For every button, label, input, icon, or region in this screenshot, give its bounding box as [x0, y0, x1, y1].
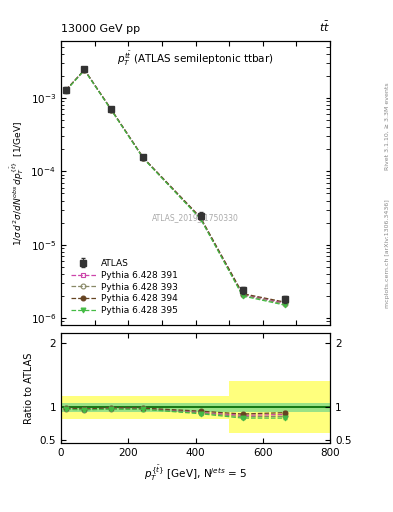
Pythia 6.428 391 [282, 300, 287, 306]
Text: mcplots.cern.ch [arXiv:1306.3436]: mcplots.cern.ch [arXiv:1306.3436] [385, 200, 389, 308]
Pythia 6.428 393 [64, 88, 68, 94]
Pythia 6.428 394 [64, 87, 68, 93]
Pythia 6.428 393 [198, 216, 203, 222]
Pythia 6.428 391 [64, 87, 68, 93]
Y-axis label: Ratio to ATLAS: Ratio to ATLAS [24, 352, 34, 423]
Pythia 6.428 391 [240, 291, 245, 297]
Pythia 6.428 391 [141, 155, 146, 161]
Text: $t\bar{t}$: $t\bar{t}$ [319, 20, 330, 34]
Pythia 6.428 394 [109, 106, 114, 113]
Pythia 6.428 395 [64, 88, 68, 94]
Pythia 6.428 393 [240, 292, 245, 298]
Y-axis label: $1/\sigma\,d^2\sigma/dN^{obs}\,dp^{\{\bar{t}\}}_T$  [1/GeV]: $1/\sigma\,d^2\sigma/dN^{obs}\,dp^{\{\ba… [9, 120, 26, 246]
Text: $p_T^{t\bar{t}}$ (ATLAS semileptonic ttbar): $p_T^{t\bar{t}}$ (ATLAS semileptonic ttb… [117, 50, 274, 68]
Pythia 6.428 393 [109, 107, 114, 113]
Text: ATLAS_2019_I1750330: ATLAS_2019_I1750330 [152, 212, 239, 222]
Line: Pythia 6.428 393: Pythia 6.428 393 [64, 68, 287, 307]
Legend: ATLAS, Pythia 6.428 391, Pythia 6.428 393, Pythia 6.428 394, Pythia 6.428 395: ATLAS, Pythia 6.428 391, Pythia 6.428 39… [71, 259, 178, 315]
Pythia 6.428 394 [198, 215, 203, 221]
Line: Pythia 6.428 394: Pythia 6.428 394 [64, 67, 287, 305]
Pythia 6.428 395 [282, 302, 287, 308]
Pythia 6.428 394 [240, 291, 245, 297]
Line: Pythia 6.428 395: Pythia 6.428 395 [64, 68, 287, 308]
Pythia 6.428 395 [82, 67, 87, 73]
Pythia 6.428 393 [141, 155, 146, 161]
Text: Rivet 3.1.10, ≥ 3.3M events: Rivet 3.1.10, ≥ 3.3M events [385, 82, 389, 170]
Pythia 6.428 394 [141, 155, 146, 161]
Pythia 6.428 391 [109, 107, 114, 113]
Pythia 6.428 391 [198, 215, 203, 221]
Pythia 6.428 395 [141, 155, 146, 161]
Text: 13000 GeV pp: 13000 GeV pp [61, 24, 140, 34]
Pythia 6.428 395 [240, 293, 245, 299]
Line: Pythia 6.428 391: Pythia 6.428 391 [64, 68, 287, 306]
Pythia 6.428 394 [82, 67, 87, 73]
Pythia 6.428 395 [198, 216, 203, 222]
X-axis label: $p^{\{\bar{t}\}}_T$ [GeV], N$^{jets}$ = 5: $p^{\{\bar{t}\}}_T$ [GeV], N$^{jets}$ = … [144, 463, 247, 483]
Pythia 6.428 395 [109, 107, 114, 113]
Pythia 6.428 394 [282, 299, 287, 305]
Pythia 6.428 393 [282, 301, 287, 307]
Pythia 6.428 391 [82, 67, 87, 73]
Pythia 6.428 393 [82, 67, 87, 73]
